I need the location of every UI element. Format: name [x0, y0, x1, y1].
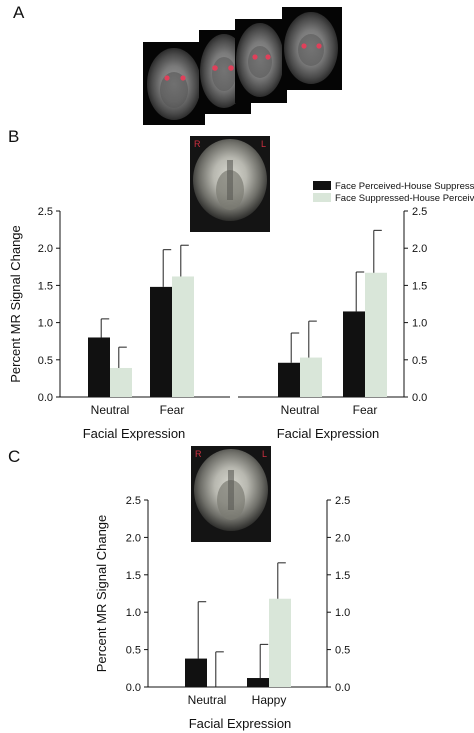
bar-series-1-neutral	[88, 337, 110, 397]
bar-series-1-neutral	[278, 362, 300, 397]
x-axis-title: Facial Expression	[83, 426, 186, 441]
bar-series-1-fear	[150, 286, 172, 397]
bar-series-1-fear	[343, 311, 365, 397]
y-tick-label-right: 1.5	[335, 570, 350, 582]
bar-series-2-neutral	[110, 367, 132, 397]
y-tick-label: 2.5	[38, 206, 53, 218]
panel-letter-a: A	[13, 3, 25, 22]
y-tick-label: 0.5	[38, 355, 53, 367]
bar-series-1-neutral	[185, 658, 207, 687]
legend-swatch-face-perceived	[313, 181, 331, 190]
y-tick-label-right: 2.5	[412, 206, 427, 218]
category-label: Neutral	[188, 693, 227, 707]
bar-series-2-happy	[269, 598, 291, 687]
y-tick-label-right: 1.0	[412, 318, 427, 330]
legend-label-face-suppressed: Face Suppressed-House Perceived	[335, 193, 474, 204]
y-tick-label-right: 2.0	[412, 243, 427, 255]
amygdala-marker	[316, 43, 322, 49]
amygdala-marker	[265, 54, 271, 60]
y-tick-label-right: 0.0	[335, 682, 350, 694]
amygdala-marker	[228, 65, 234, 71]
panel-letter-c: C	[8, 447, 20, 466]
coronal-image-c: R L	[191, 446, 271, 542]
y-tick-label: 0.0	[38, 392, 53, 404]
chart-c: 0.0 0.5 1.0 1.5 2.0 2.5 0.0 0.5 1.0 1.5 2.0 2.5 Neut…	[94, 495, 350, 731]
axial-slice-4	[282, 7, 342, 90]
y-tick-label: 2.5	[126, 495, 141, 507]
y-tick-label: 1.5	[126, 570, 141, 582]
y-tick-label-right: 2.5	[335, 495, 350, 507]
axial-slice-stack	[143, 7, 342, 125]
bar-series-2-fear	[365, 272, 387, 397]
brain-label-left: L	[262, 449, 267, 459]
category-label: Neutral	[91, 403, 130, 417]
category-label: Happy	[252, 693, 287, 707]
legend: Face Perceived-House Suppressed Face Sup…	[313, 181, 474, 204]
y-tick-label: 1.0	[126, 607, 141, 619]
y-tick-label: 0.0	[126, 682, 141, 694]
y-tick-label: 0.5	[126, 645, 141, 657]
legend-swatch-face-suppressed	[313, 193, 331, 202]
axial-slice-1	[143, 42, 205, 125]
y-tick-label-right: 0.5	[335, 645, 350, 657]
bar-series-1-happy	[247, 678, 269, 687]
amygdala-marker	[252, 54, 258, 60]
y-axis-title: Percent MR Signal Change	[94, 515, 109, 673]
legend-label-face-perceived: Face Perceived-House Suppressed	[335, 181, 474, 192]
x-axis-title: Facial Expression	[189, 716, 292, 731]
y-tick-label: 1.5	[38, 280, 53, 292]
y-tick-label: 2.0	[126, 532, 141, 544]
brain-label-right: R	[195, 449, 202, 459]
y-tick-label-right: 1.5	[412, 280, 427, 292]
y-axis-title: Percent MR Signal Change	[8, 225, 23, 383]
amygdala-marker	[164, 75, 170, 81]
coronal-image-b: R L	[190, 136, 270, 232]
chart-b-left: 0.0 0.5 1.0 1.5 2.0 2.5 Neutral Fear Facial Expr…	[8, 206, 230, 441]
amygdala-marker	[301, 43, 307, 49]
panel-letter-b: B	[8, 127, 19, 146]
brain-label-right: R	[194, 139, 201, 149]
category-label: Neutral	[281, 403, 320, 417]
y-tick-label: 2.0	[38, 243, 53, 255]
y-tick-label-right: 0.0	[412, 392, 427, 404]
amygdala-marker	[212, 65, 218, 71]
amygdala-marker	[180, 75, 186, 81]
category-label: Fear	[160, 403, 185, 417]
axial-slice-3	[235, 19, 287, 103]
bar-series-2-fear	[172, 276, 194, 397]
y-tick-label-right: 0.5	[412, 355, 427, 367]
y-tick-label: 1.0	[38, 318, 53, 330]
y-tick-label-right: 2.0	[335, 532, 350, 544]
brain-label-left: L	[261, 139, 266, 149]
x-axis-title: Facial Expression	[277, 426, 380, 441]
chart-b-right: 0.0 0.5 1.0 1.5 2.0 2.5 Neutral Fear Facial Expr…	[238, 206, 427, 441]
bar-series-2-neutral	[300, 357, 322, 397]
y-tick-label-right: 1.0	[335, 607, 350, 619]
category-label: Fear	[353, 403, 378, 417]
